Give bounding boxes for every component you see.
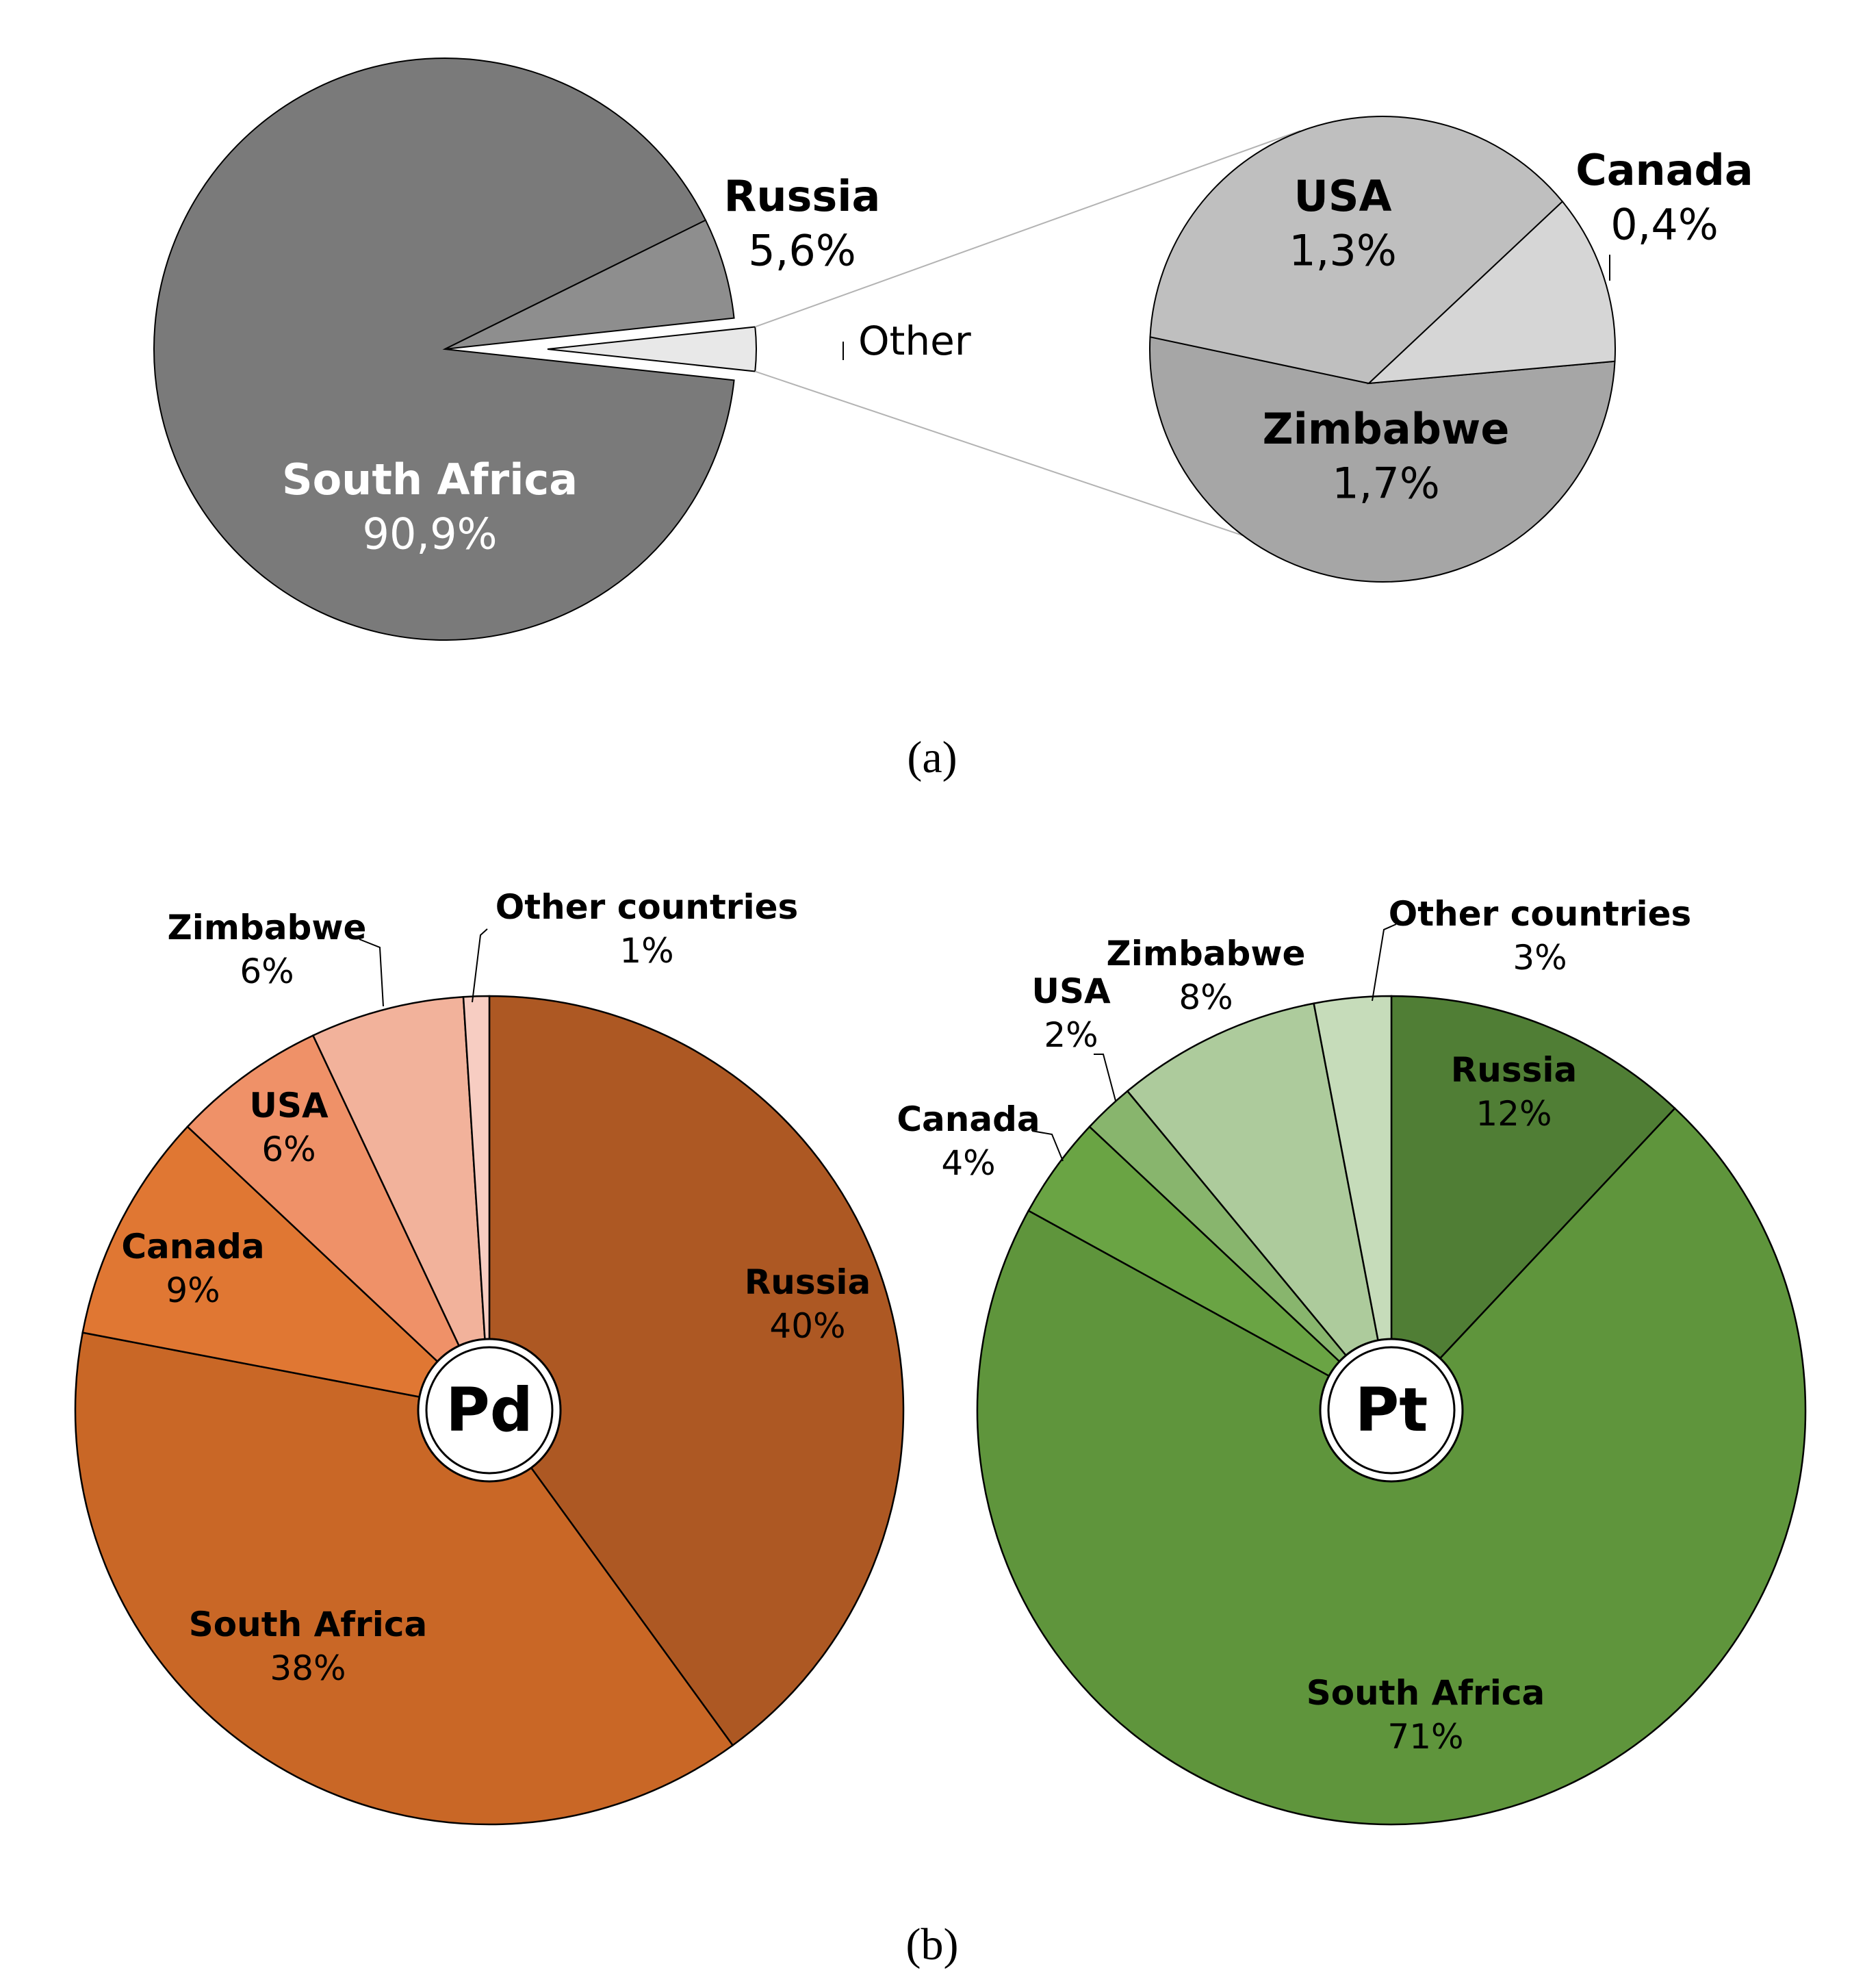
slice-russia <box>1390 995 1676 1413</box>
south-africa-value-label: 90,9% <box>363 509 498 559</box>
caption-b: (b) <box>906 1920 959 1970</box>
center-disc <box>425 1346 554 1475</box>
center-metal-label: Pt <box>1355 1375 1428 1445</box>
south-africa-label: South Africa <box>189 1605 428 1644</box>
zimbabwe-label: Zimbabwe <box>168 908 367 947</box>
zimbabwe-label: Zimbabwe <box>1263 404 1510 454</box>
canada-value-label: 0,4% <box>1610 199 1719 249</box>
breakout-slice-usa <box>1149 116 1564 385</box>
usa-value-label: 6% <box>261 1130 316 1169</box>
other-countries-value-label: 3% <box>1513 938 1567 978</box>
russia-label: Russia <box>745 1262 871 1302</box>
slice-usa <box>186 1034 491 1411</box>
russia-label: Russia <box>724 171 881 221</box>
other-countries-leader-line <box>1372 923 1397 1002</box>
slice-other-countries <box>1313 995 1393 1411</box>
zimbabwe-value-label: 6% <box>240 952 294 991</box>
canada-value-label: 4% <box>941 1143 995 1183</box>
russia-value-label: 5,6% <box>748 225 856 275</box>
russia-value-label: 40% <box>769 1306 845 1346</box>
zimbabwe-value-label: 1,7% <box>1332 458 1440 508</box>
center-metal-label: Pd <box>446 1375 533 1445</box>
usa-label: USA <box>1294 171 1392 221</box>
other-countries-leader-line <box>472 928 488 1003</box>
slice-other <box>547 326 757 372</box>
canada-value-label: 9% <box>166 1271 220 1310</box>
other-label: Other <box>858 318 971 364</box>
breakout-slice-canada <box>1367 200 1616 385</box>
other-countries-label: Other countries <box>1389 894 1692 934</box>
slice-south-africa <box>153 58 735 641</box>
slice-canada <box>81 1125 492 1412</box>
usa-label: USA <box>1031 971 1111 1011</box>
usa-value-label: 1,3% <box>1289 225 1397 275</box>
russia-value-label: 12% <box>1476 1094 1552 1134</box>
slice-south-africa <box>74 1331 734 1826</box>
connector-line-top <box>754 130 1301 328</box>
canada-label: Canada <box>897 1099 1040 1139</box>
south-africa-label: South Africa <box>282 455 578 505</box>
slice-russia <box>488 995 905 1747</box>
south-africa-value-label: 71% <box>1387 1717 1463 1757</box>
zimbabwe-value-label: 8% <box>1179 978 1233 1017</box>
connector-line-bottom <box>754 370 1274 546</box>
south-africa-value-label: 38% <box>270 1648 346 1688</box>
slice-other-countries <box>462 995 491 1411</box>
slice-zimbabwe <box>311 995 491 1411</box>
usa-leader-line <box>1094 1054 1116 1101</box>
caption-a: (a) <box>907 732 957 782</box>
usa-label: USA <box>249 1086 329 1125</box>
canada-label: Canada <box>1575 145 1753 195</box>
russia-label: Russia <box>1451 1050 1578 1090</box>
usa-value-label: 2% <box>1044 1015 1098 1055</box>
canada-leader-line <box>1031 1130 1064 1162</box>
other-countries-label: Other countries <box>496 887 799 927</box>
zimbabwe-leader-line <box>359 939 384 1007</box>
slice-zimbabwe <box>1126 1002 1393 1411</box>
slice-russia <box>444 219 735 350</box>
center-disc <box>1327 1346 1456 1475</box>
breakout-slice-zimbabwe <box>1150 337 1615 582</box>
zimbabwe-label: Zimbabwe <box>1107 934 1306 973</box>
other-countries-value-label: 1% <box>619 931 673 971</box>
canada-label: Canada <box>121 1227 264 1266</box>
south-africa-label: South Africa <box>1307 1673 1545 1713</box>
